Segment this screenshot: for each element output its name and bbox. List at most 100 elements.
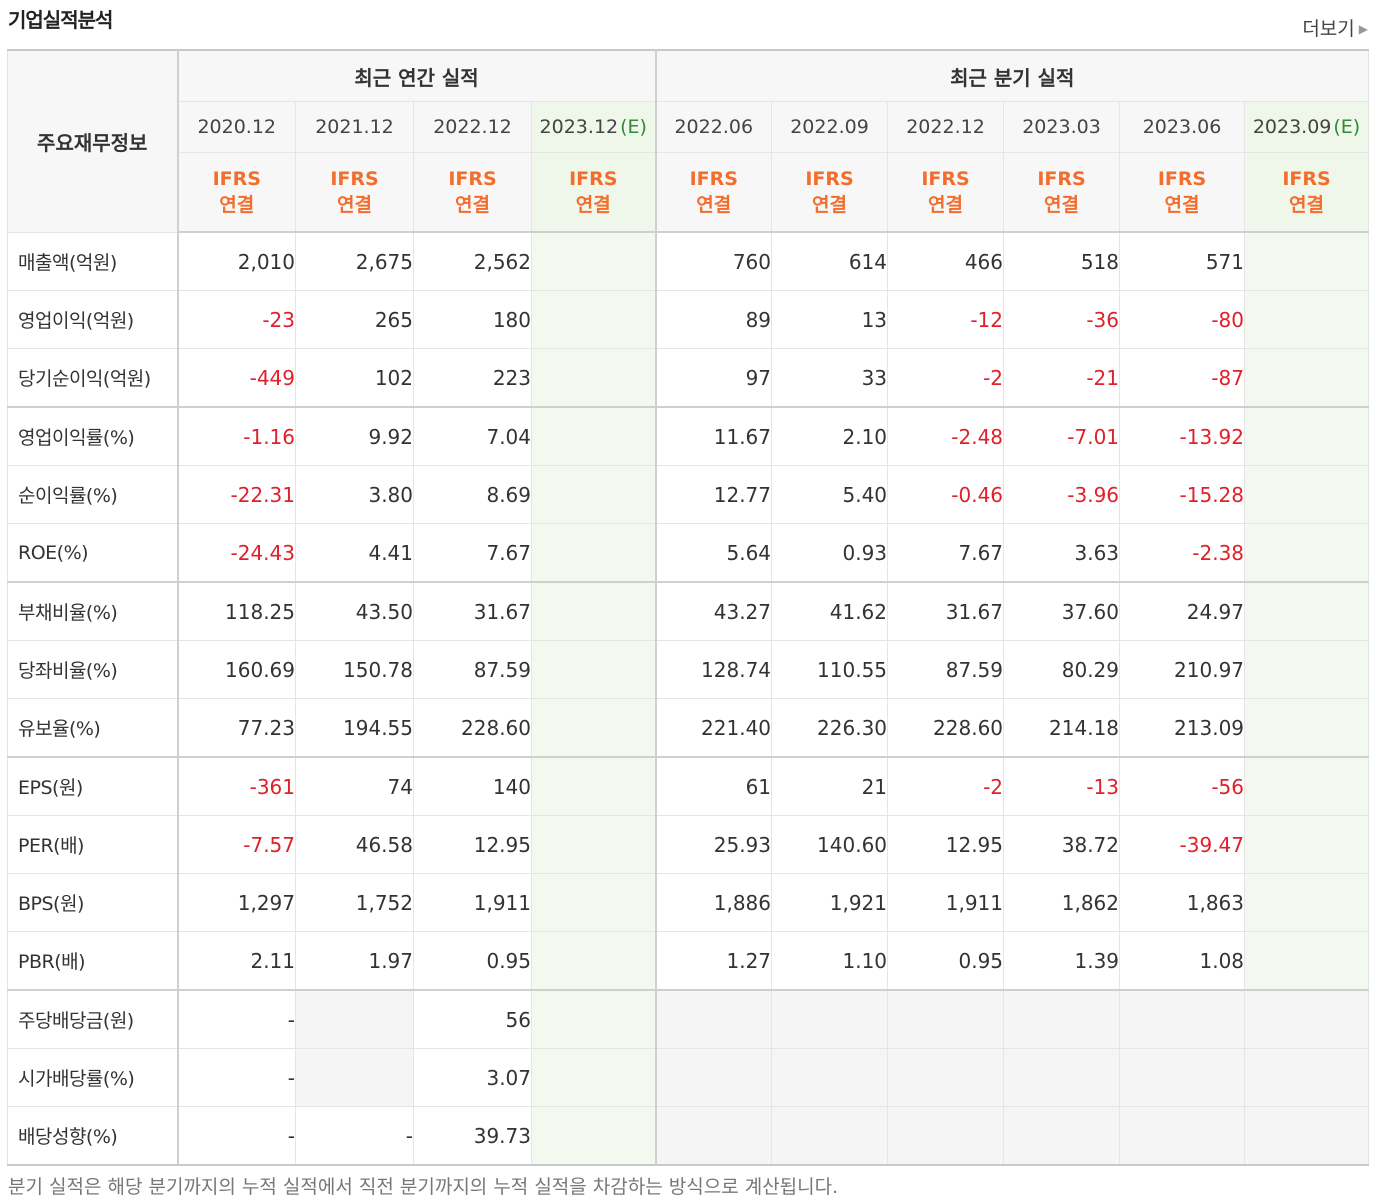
accounting-standard: IFRS 연결 bbox=[1119, 152, 1246, 233]
table-cell bbox=[530, 640, 657, 699]
table-cell bbox=[771, 989, 889, 1049]
quarter-group-header: 최근 분기 실적 bbox=[654, 49, 1370, 102]
table-cell bbox=[530, 989, 657, 1049]
table-row: PBR(배) 2.11 1.97 0.95 1.27 1.10 0.95 1.39 1.08 bbox=[7, 931, 1370, 991]
table-cell: 1.10 bbox=[771, 931, 889, 991]
table-cell bbox=[771, 1048, 889, 1107]
table-cell: -21 bbox=[1003, 348, 1121, 408]
table-row: ROE(%) -24.43 4.41 7.67 5.64 0.93 7.67 3.63 -2.3… bbox=[7, 523, 1370, 583]
table-cell: 1.27 bbox=[654, 931, 773, 991]
table-cell: 21 bbox=[771, 756, 889, 816]
table-cell bbox=[1244, 698, 1370, 758]
accounting-standard-line1: IFRS bbox=[1157, 168, 1207, 190]
table-cell bbox=[530, 756, 657, 816]
table-cell: 7.67 bbox=[413, 523, 532, 583]
table-row: 순이익률(%) -22.31 3.80 8.69 12.77 5.40 -0.46 -3.96… bbox=[7, 465, 1370, 524]
accounting-standard: IFRS 연결 bbox=[1244, 152, 1370, 233]
row-label: 영업이익률(%) bbox=[7, 406, 179, 466]
table-cell bbox=[1003, 989, 1121, 1049]
table-row: BPS(원) 1,297 1,752 1,911 1,886 1,921 1,911 1,86… bbox=[7, 873, 1370, 932]
financial-table: 주요재무정보 최근 연간 실적 최근 분기 실적 2020.12 2021.12 2… bbox=[7, 49, 1370, 1166]
row-label: 부채비율(%) bbox=[7, 581, 179, 641]
row-label: PBR(배) bbox=[7, 931, 179, 991]
corner-header: 주요재무정보 bbox=[7, 49, 179, 233]
row-label: PER(배) bbox=[7, 815, 179, 874]
table-cell: 13 bbox=[771, 290, 889, 349]
period-header: 2022.09 bbox=[771, 101, 889, 153]
table-cell bbox=[1244, 231, 1370, 291]
table-cell bbox=[530, 1106, 657, 1166]
table-cell: - bbox=[295, 1106, 414, 1166]
table-cell: 194.55 bbox=[295, 698, 414, 758]
table-cell: -23 bbox=[177, 290, 296, 349]
table-cell: -2.38 bbox=[1119, 523, 1246, 583]
accounting-standard-line1: IFRS bbox=[689, 168, 738, 190]
table-cell: 118.25 bbox=[177, 581, 296, 641]
table-cell: 89 bbox=[654, 290, 773, 349]
table-cell: 1,752 bbox=[295, 873, 414, 932]
table-cell bbox=[654, 1106, 773, 1166]
more-link[interactable]: 더보기 ▶ bbox=[1302, 14, 1368, 41]
table-cell: 213.09 bbox=[1119, 698, 1246, 758]
period-date: 2022.09 bbox=[790, 116, 869, 138]
table-cell: 46.58 bbox=[295, 815, 414, 874]
table-cell: 2.11 bbox=[177, 931, 296, 991]
table-cell: -13 bbox=[1003, 756, 1121, 816]
table-cell: 0.95 bbox=[413, 931, 532, 991]
table-cell: 2,675 bbox=[295, 231, 414, 291]
table-cell: -80 bbox=[1119, 290, 1246, 349]
table-cell: -13.92 bbox=[1119, 406, 1246, 466]
table-row: 매출액(억원) 2,010 2,675 2,562 760 614 466 518 571 bbox=[7, 231, 1370, 291]
row-label: 영업이익(억원) bbox=[7, 290, 179, 349]
chevron-right-icon: ▶ bbox=[1358, 22, 1368, 36]
row-label: 시가배당률(%) bbox=[7, 1048, 179, 1107]
period-date: 2023.03 bbox=[1022, 116, 1101, 138]
table-cell: 1,886 bbox=[654, 873, 773, 932]
table-cell bbox=[654, 989, 773, 1049]
table-cell: -36 bbox=[1003, 290, 1121, 349]
accounting-standard-line1: IFRS bbox=[1282, 168, 1331, 190]
accounting-standard-line2: 연결 bbox=[812, 194, 847, 216]
table-cell bbox=[1244, 756, 1370, 816]
table-cell: 37.60 bbox=[1003, 581, 1121, 641]
table-row: 영업이익(억원) -23 265 180 89 13 -12 -36 -80 bbox=[7, 290, 1370, 349]
period-header: 2022.12 bbox=[413, 101, 532, 153]
table-row: 유보율(%) 77.23 194.55 228.60 221.40 226.30 228.6… bbox=[7, 698, 1370, 758]
table-cell: 0.95 bbox=[887, 931, 1005, 991]
table-cell: -449 bbox=[177, 348, 296, 408]
table-cell: 518 bbox=[1003, 231, 1121, 291]
table-cell: 210.97 bbox=[1119, 640, 1246, 699]
table-cell bbox=[771, 1106, 889, 1166]
table-cell: 7.67 bbox=[887, 523, 1005, 583]
table-cell: 150.78 bbox=[295, 640, 414, 699]
table-cell bbox=[530, 698, 657, 758]
table-cell: 77.23 bbox=[177, 698, 296, 758]
accounting-standard: IFRS 연결 bbox=[295, 152, 414, 233]
accounting-standard-line2: 연결 bbox=[337, 194, 372, 216]
row-label: ROE(%) bbox=[7, 523, 179, 583]
table-cell: 43.27 bbox=[654, 581, 773, 641]
table-cell: 160.69 bbox=[177, 640, 296, 699]
estimate-mark: (E) bbox=[620, 116, 647, 138]
table-cell bbox=[530, 231, 657, 291]
accounting-standard-line2: 연결 bbox=[1164, 194, 1200, 216]
period-header: 2023.03 bbox=[1003, 101, 1121, 153]
table-cell bbox=[530, 465, 657, 524]
table-cell bbox=[295, 989, 414, 1049]
period-date: 2021.12 bbox=[315, 116, 394, 138]
section-title: 기업실적분석 bbox=[8, 8, 113, 32]
table-cell bbox=[530, 581, 657, 641]
period-header: 2023.09 (E) bbox=[1244, 101, 1370, 153]
table-cell: -7.57 bbox=[177, 815, 296, 874]
table-cell: - bbox=[177, 1106, 296, 1166]
row-label: 유보율(%) bbox=[7, 698, 179, 758]
table-cell bbox=[530, 290, 657, 349]
table-cell bbox=[1244, 465, 1370, 524]
table-cell: 31.67 bbox=[887, 581, 1005, 641]
table-cell bbox=[1244, 581, 1370, 641]
table-cell: -3.96 bbox=[1003, 465, 1121, 524]
table-cell: 102 bbox=[295, 348, 414, 408]
table-cell: 226.30 bbox=[771, 698, 889, 758]
accounting-standard-line2: 연결 bbox=[928, 194, 963, 216]
accounting-standard-line2: 연결 bbox=[1044, 194, 1079, 216]
